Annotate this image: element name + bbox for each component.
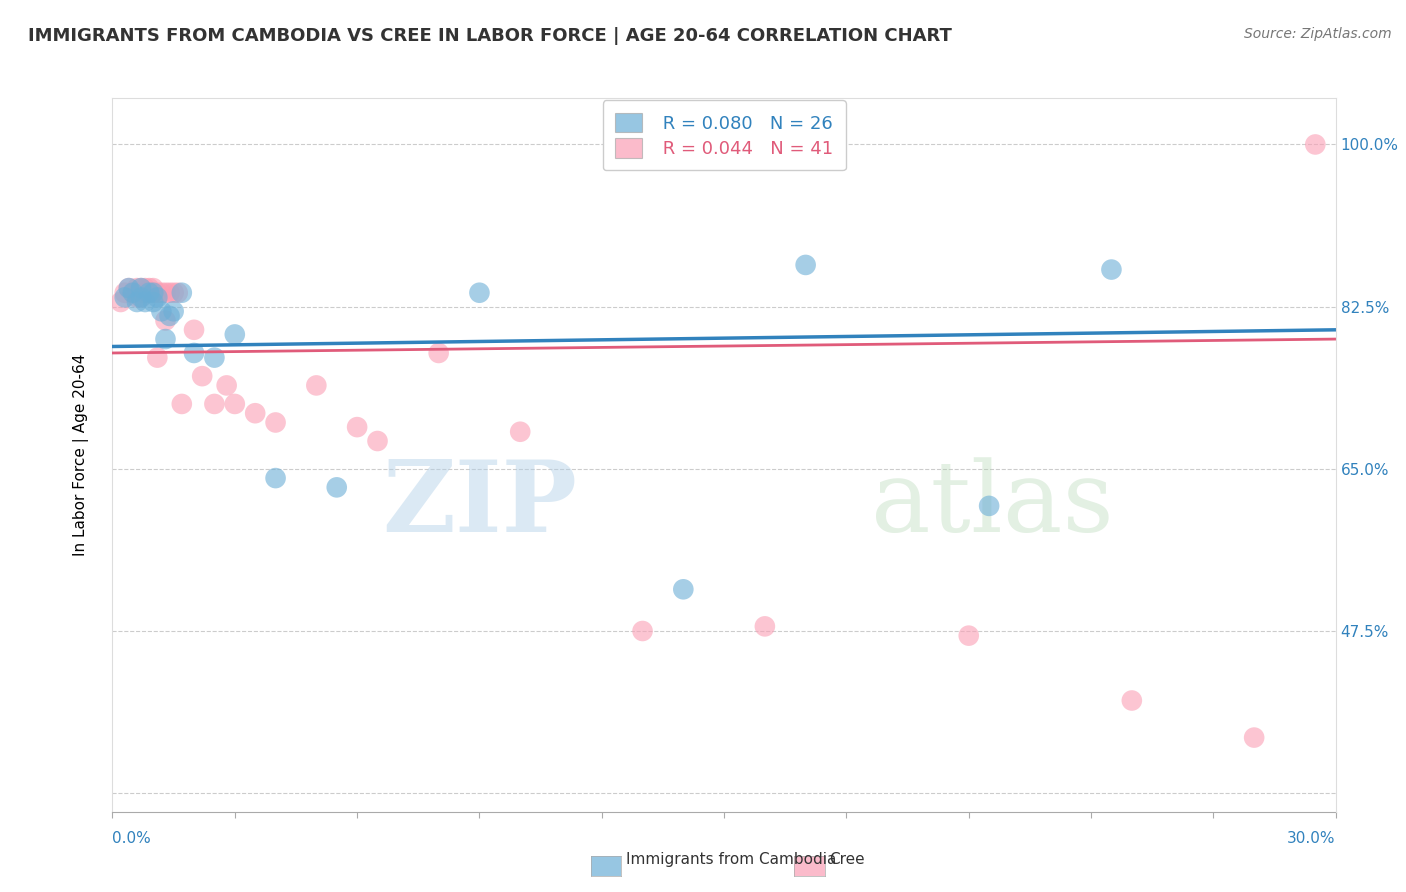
Point <box>1305 137 1327 152</box>
Point <box>142 285 165 300</box>
Text: IMMIGRANTS FROM CAMBODIA VS CREE IN LABOR FORCE | AGE 20-64 CORRELATION CHART: IMMIGRANTS FROM CAMBODIA VS CREE IN LABO… <box>28 27 952 45</box>
Point <box>672 582 695 597</box>
Point <box>155 332 177 346</box>
Point <box>1099 262 1122 277</box>
Point <box>170 285 193 300</box>
Point <box>215 378 238 392</box>
Point <box>183 346 205 360</box>
Text: atlas: atlas <box>870 457 1114 553</box>
Point <box>183 323 205 337</box>
Point <box>191 369 214 384</box>
Text: 30.0%: 30.0% <box>1288 831 1336 846</box>
Point <box>129 281 152 295</box>
Point <box>204 351 226 365</box>
Point <box>366 434 388 448</box>
Y-axis label: In Labor Force | Age 20-64: In Labor Force | Age 20-64 <box>73 354 89 556</box>
Point <box>118 281 141 295</box>
Point <box>326 480 349 494</box>
Point <box>146 285 169 300</box>
Point <box>114 285 136 300</box>
Point <box>134 295 156 310</box>
Point <box>155 313 177 327</box>
Text: Immigrants from Cambodia: Immigrants from Cambodia <box>626 852 837 867</box>
Point <box>129 281 152 295</box>
Point <box>150 285 173 300</box>
Point <box>163 285 186 300</box>
Point <box>979 499 1001 513</box>
Point <box>264 416 287 430</box>
Point <box>146 290 169 304</box>
Text: 0.0%: 0.0% <box>112 831 152 846</box>
Point <box>110 295 132 310</box>
Point <box>150 304 173 318</box>
Point <box>224 397 246 411</box>
Point <box>138 285 160 300</box>
Point <box>509 425 531 439</box>
Point <box>134 281 156 295</box>
Point <box>114 290 136 304</box>
Point <box>159 285 181 300</box>
Point <box>163 304 186 318</box>
Point <box>170 397 193 411</box>
Point <box>118 281 141 295</box>
Point <box>142 285 165 300</box>
Point <box>427 346 450 360</box>
Point <box>146 351 169 365</box>
Text: Cree: Cree <box>830 852 865 867</box>
Point <box>305 378 328 392</box>
Point <box>1243 731 1265 745</box>
Point <box>631 624 654 638</box>
Point <box>468 285 491 300</box>
Point <box>122 285 145 300</box>
Point <box>125 290 148 304</box>
Point <box>346 420 368 434</box>
Point <box>166 285 188 300</box>
Point <box>204 397 226 411</box>
Point <box>754 619 776 633</box>
Point <box>125 281 148 295</box>
Point <box>794 258 817 272</box>
Text: ZIP: ZIP <box>382 457 578 553</box>
Point <box>134 285 156 300</box>
Point <box>129 290 152 304</box>
Point <box>957 629 980 643</box>
Point <box>122 285 145 300</box>
Text: Source: ZipAtlas.com: Source: ZipAtlas.com <box>1244 27 1392 41</box>
Point <box>125 295 148 310</box>
Legend:  R = 0.080   N = 26,  R = 0.044   N = 41: R = 0.080 N = 26, R = 0.044 N = 41 <box>603 100 845 170</box>
Point <box>138 281 160 295</box>
Point <box>224 327 246 342</box>
Point <box>159 309 181 323</box>
Point <box>264 471 287 485</box>
Point <box>129 290 152 304</box>
Point <box>245 406 267 420</box>
Point <box>138 285 160 300</box>
Point <box>155 285 177 300</box>
Point <box>1121 693 1143 707</box>
Point <box>142 295 165 310</box>
Point <box>142 281 165 295</box>
